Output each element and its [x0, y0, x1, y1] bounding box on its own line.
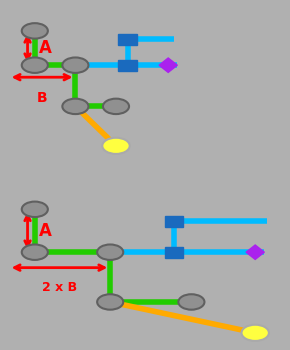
Bar [165, 247, 184, 258]
Circle shape [178, 294, 204, 310]
Text: B: B [37, 91, 47, 105]
Circle shape [22, 57, 48, 73]
Circle shape [62, 57, 88, 73]
Circle shape [102, 138, 130, 154]
Text: A: A [39, 222, 52, 240]
Circle shape [97, 245, 123, 260]
Circle shape [97, 294, 123, 310]
Bar [118, 34, 137, 45]
Polygon shape [159, 58, 177, 72]
Circle shape [103, 99, 129, 114]
Circle shape [22, 245, 48, 260]
Bar [118, 60, 137, 71]
Polygon shape [246, 245, 264, 259]
Bar [165, 216, 184, 227]
Text: 2 x B: 2 x B [42, 281, 77, 294]
Circle shape [62, 99, 88, 114]
Text: A: A [39, 39, 52, 57]
Circle shape [22, 202, 48, 217]
Circle shape [22, 23, 48, 38]
Circle shape [242, 325, 269, 341]
